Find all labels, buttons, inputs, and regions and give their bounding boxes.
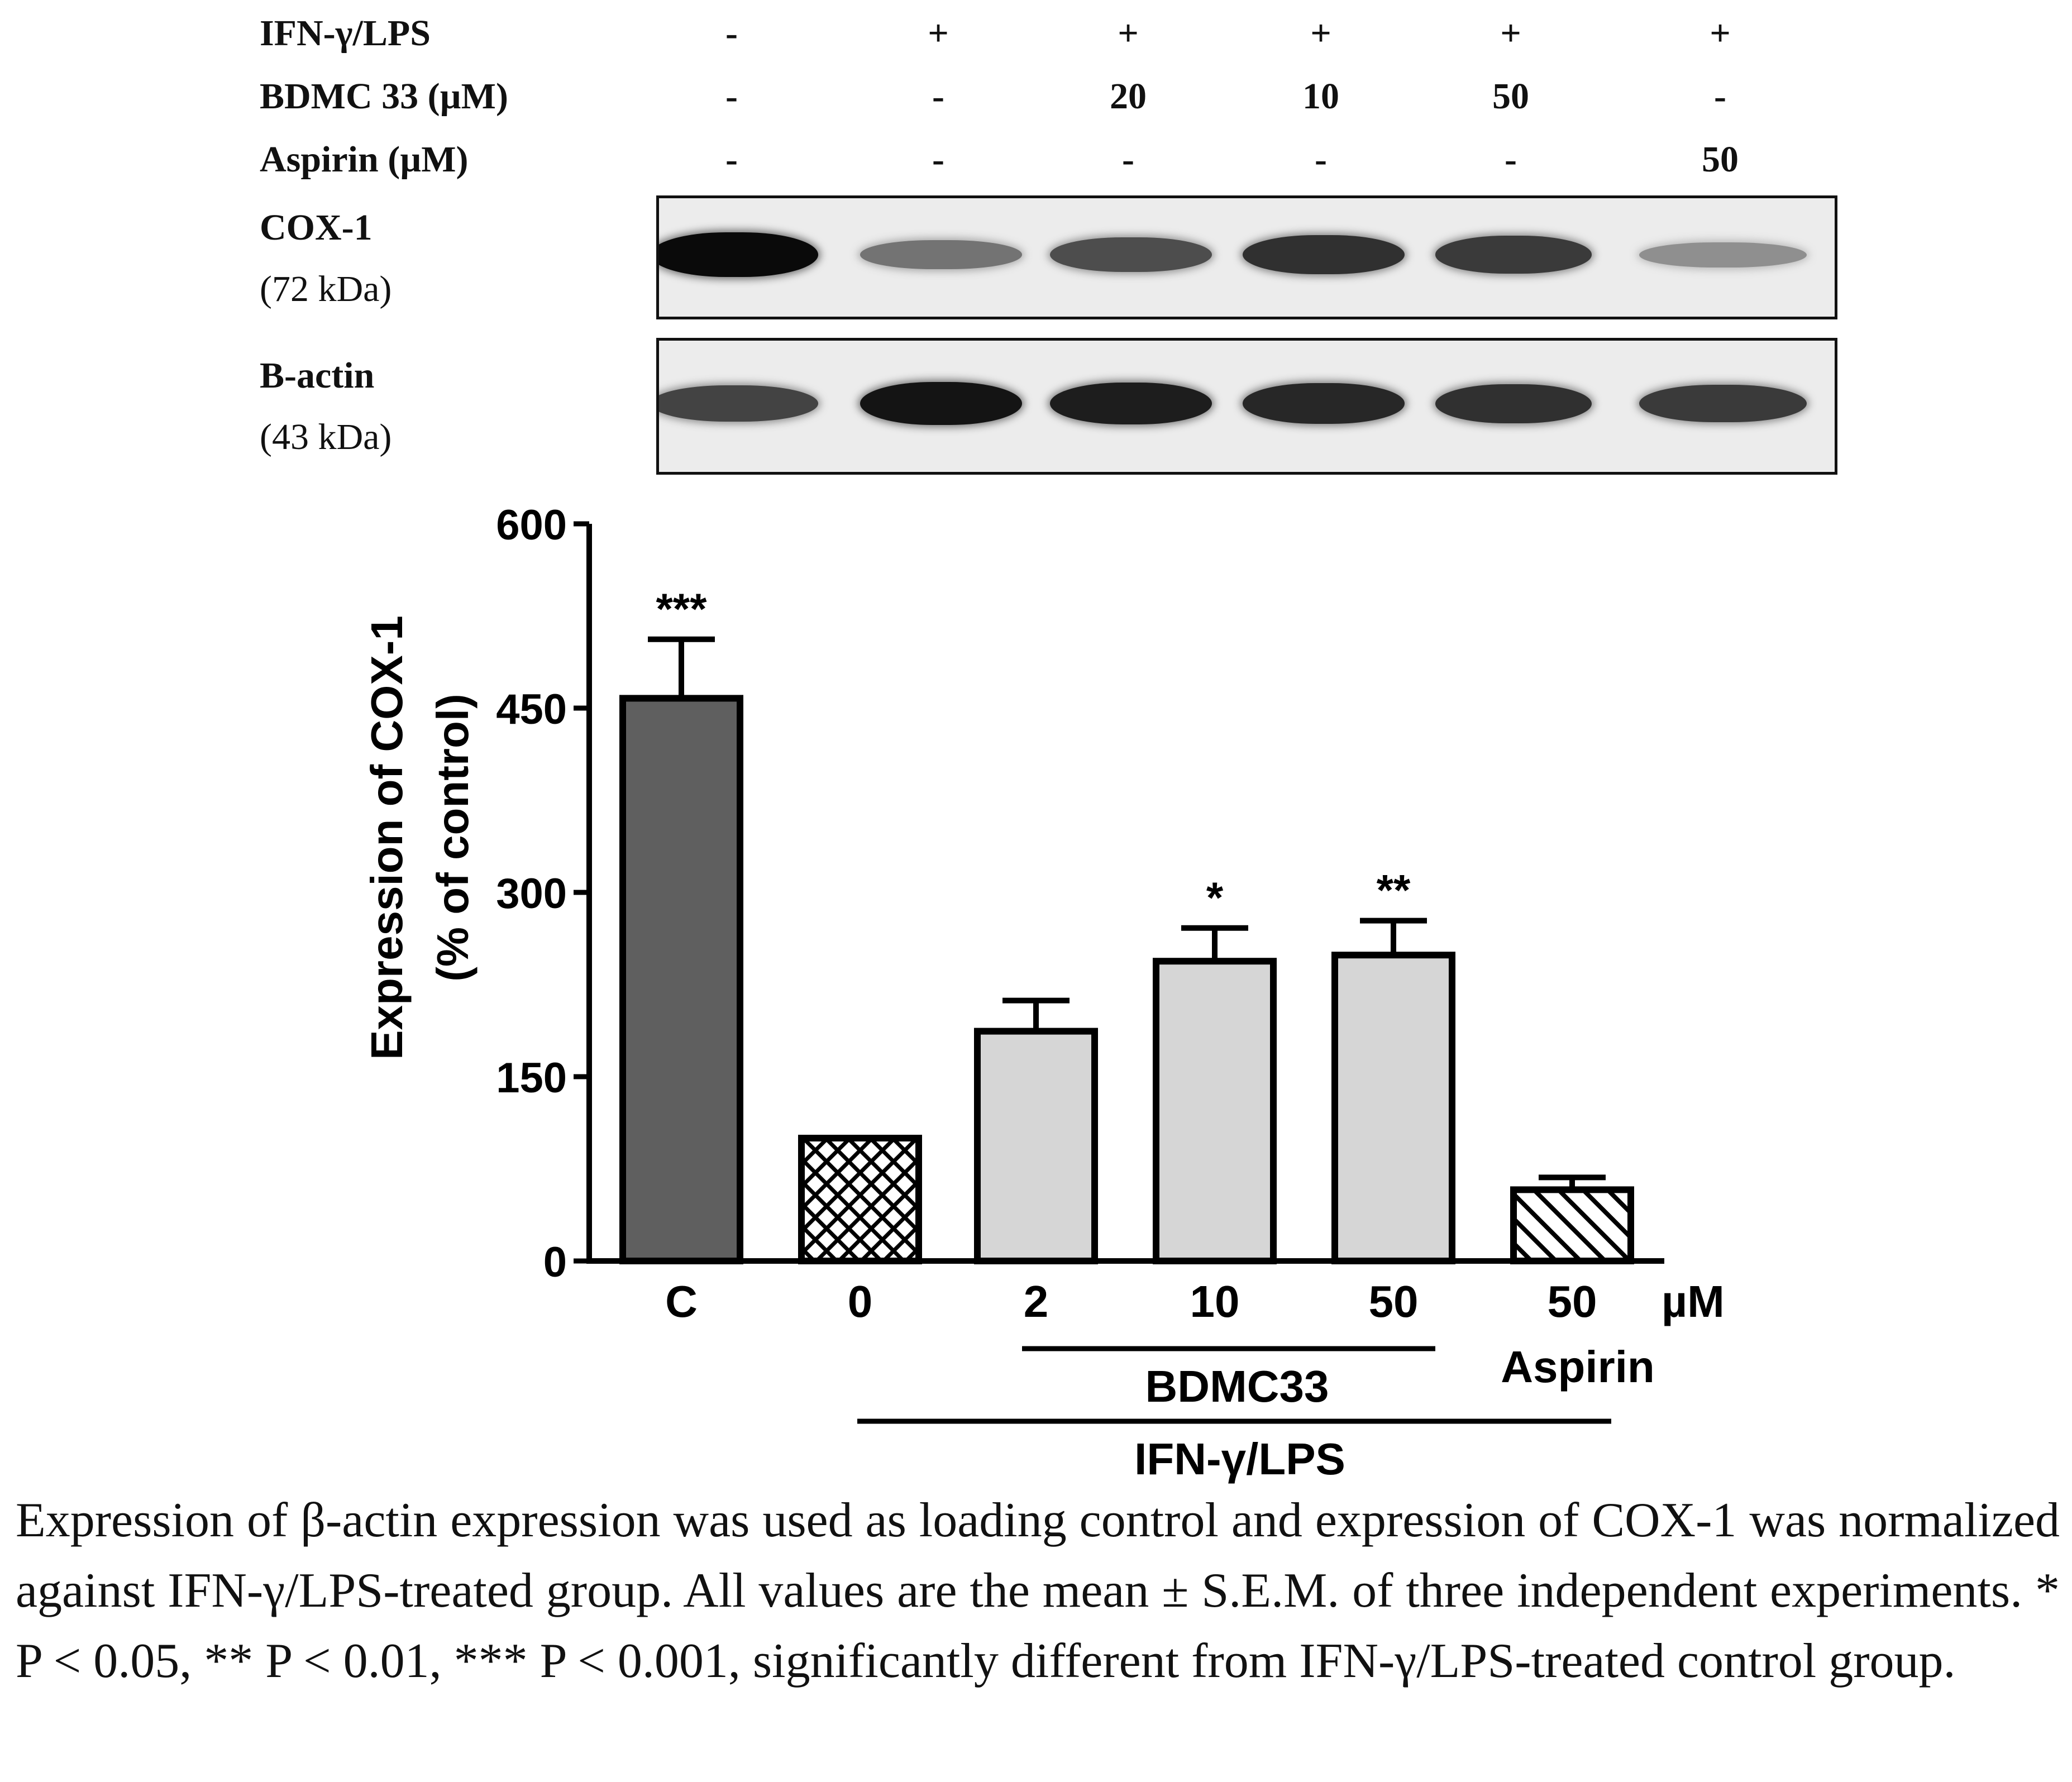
cell-bdmc-5: 50	[1492, 76, 1529, 117]
y-axis-title-line2: (% of control)	[428, 694, 478, 981]
bar	[974, 1028, 1098, 1264]
y-tick-label: 150	[496, 1054, 567, 1102]
cell-aspirin-6: 50	[1702, 139, 1739, 180]
cell-bdmc-4: 10	[1302, 76, 1339, 117]
blot-band	[860, 240, 1022, 270]
blot-band	[1050, 237, 1212, 273]
row-label-ifn-lps: IFN-γ/LPS	[260, 13, 431, 54]
blot-band	[1639, 242, 1807, 267]
blot-band	[659, 385, 818, 422]
y-axis: 0 150 300 450 600	[496, 501, 592, 1286]
y-axis-title: Expression of COX-1 (% of control)	[362, 615, 478, 1060]
blot-size-bactin: (43 kDa)	[260, 417, 392, 457]
bdmc33-group-label: BDMC33	[1145, 1361, 1329, 1411]
bar	[1331, 952, 1455, 1264]
aspirin-group-label: Aspirin	[1501, 1342, 1655, 1392]
x-axis: C 0 2 10 50 50	[586, 1258, 1664, 1326]
unit-label: µM	[1662, 1277, 1725, 1326]
significance-label: **	[1377, 866, 1411, 915]
x-tick-label: C	[665, 1277, 698, 1326]
blot-band	[1050, 383, 1212, 424]
blot-image-bactin	[656, 338, 1837, 475]
cell-ifn-4: +	[1310, 13, 1331, 54]
x-tick-label: 2	[1024, 1277, 1049, 1326]
y-tick-label: 300	[496, 870, 567, 918]
blot-image-cox1	[656, 195, 1837, 319]
significance-label: *	[1206, 873, 1224, 922]
blot-band	[860, 381, 1022, 426]
blot-label-bactin: B-actin	[260, 355, 375, 396]
cell-ifn-2: +	[928, 13, 949, 54]
x-tick-label: 0	[848, 1277, 873, 1326]
figure-caption: Expression of β-actin expression was use…	[16, 1493, 2060, 1688]
cell-bdmc-6: -	[1714, 76, 1726, 117]
row-label-aspirin: Aspirin (µM)	[260, 139, 469, 180]
cell-aspirin-2: -	[932, 139, 944, 180]
blot-label-cox1: COX-1	[260, 207, 373, 248]
y-axis-title-line1: Expression of COX-1	[362, 615, 412, 1060]
blot-band	[1435, 384, 1592, 423]
cell-bdmc-2: -	[932, 76, 944, 117]
bars: **** **	[619, 584, 1634, 1264]
x-tick-label: 50	[1369, 1277, 1419, 1326]
y-tick-label: 600	[496, 501, 567, 549]
cell-aspirin-4: -	[1315, 139, 1327, 180]
cell-ifn-6: +	[1710, 13, 1731, 54]
row-label-bdmc33: BDMC 33 (µM)	[260, 76, 508, 117]
blot-size-cox1: (72 kDa)	[260, 269, 392, 309]
blot-band	[1243, 383, 1405, 424]
bar	[798, 1135, 922, 1264]
y-tick-label: 450	[496, 686, 567, 733]
cell-bdmc-3: 20	[1110, 76, 1147, 117]
cell-aspirin-3: -	[1122, 139, 1134, 180]
cell-bdmc-1: -	[725, 76, 738, 117]
blot-band	[659, 232, 818, 277]
cell-ifn-5: +	[1500, 13, 1521, 54]
cell-ifn-3: +	[1118, 13, 1139, 54]
bar	[619, 695, 743, 1264]
cell-ifn-1: -	[725, 13, 738, 54]
bar	[1510, 1186, 1634, 1264]
significance-label: ***	[656, 584, 707, 633]
cell-aspirin-5: -	[1505, 139, 1517, 180]
blot-band	[1243, 235, 1405, 274]
blot-band	[1639, 384, 1807, 423]
cell-aspirin-1: -	[725, 139, 738, 180]
bar	[1153, 958, 1277, 1264]
blot-band	[1435, 236, 1592, 274]
group-brackets: BDMC33 Aspirin IFN-γ/LPS	[857, 1342, 1655, 1484]
x-tick-label: 50	[1548, 1277, 1597, 1326]
ifn-lps-group-label: IFN-γ/LPS	[1134, 1434, 1345, 1484]
y-tick-label: 0	[543, 1239, 567, 1286]
x-tick-label: 10	[1190, 1277, 1240, 1326]
